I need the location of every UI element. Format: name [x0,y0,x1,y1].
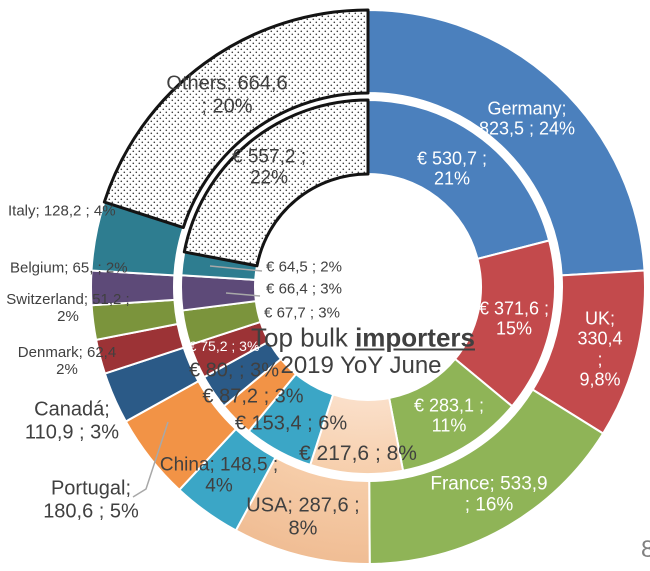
leader-line-belgium-inner [225,292,261,297]
chart-title: Top bulk importers [251,323,475,354]
chart-subtitle: 2019 YoY June [280,352,442,379]
leader-line-portugal [132,421,169,498]
wedge-others-outer [102,8,370,230]
leader-lines [132,265,263,498]
chart-title-prefix: Top bulk [251,322,356,353]
wedge-germany-outer [367,9,646,277]
wedge-others-inner [182,98,370,268]
wedge-belgium-outer [90,269,176,307]
chart-title-emphasis: importers [355,322,475,353]
wedge-germany-inner [367,99,551,260]
page-number: 8 [641,536,650,563]
leader-line-italy-inner [209,265,263,272]
donut-wedges [90,8,646,565]
